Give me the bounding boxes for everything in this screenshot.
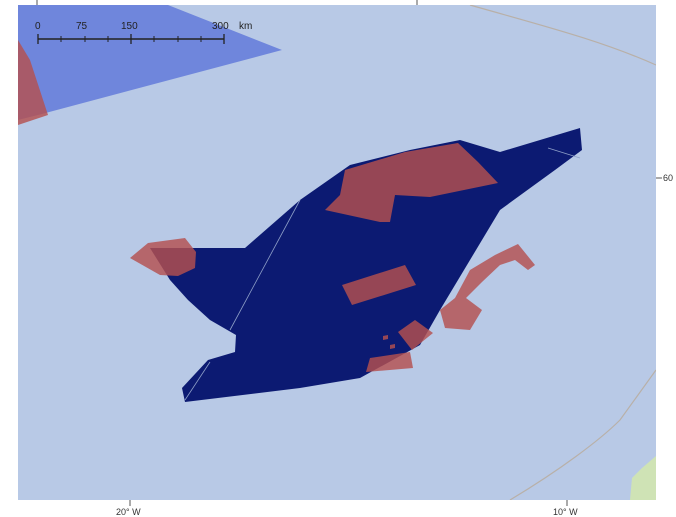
scale-label-75: 75 xyxy=(76,21,88,32)
scale-label-unit: km xyxy=(239,21,252,32)
hotspot-east-arm[interactable] xyxy=(440,244,535,330)
scale-label-0: 0 xyxy=(35,21,41,32)
hotspot-north[interactable] xyxy=(325,143,498,222)
hotspot-small-1[interactable] xyxy=(383,335,388,340)
boundary-line-lower xyxy=(509,369,657,501)
zone-dark-seam-lower xyxy=(184,361,211,401)
frame-bottom xyxy=(0,500,676,517)
x-tick-label-20w: 20° W xyxy=(116,507,141,517)
frame-top xyxy=(0,0,676,5)
frame-left xyxy=(0,0,18,517)
scale-label-150: 150 xyxy=(121,21,138,32)
zone-dark-seam xyxy=(229,199,301,331)
hotspot-south[interactable] xyxy=(366,352,413,372)
hotspot-small-2[interactable] xyxy=(390,344,395,349)
scale-bar: 0 75 150 300 km xyxy=(35,21,252,44)
zone-dark-seam-right xyxy=(547,147,581,159)
boundary-line-upper xyxy=(469,4,657,66)
zone-light-polygon[interactable] xyxy=(18,5,282,120)
y-tick-label-60: 60 xyxy=(663,173,674,183)
hotspot-center[interactable] xyxy=(342,265,416,305)
zone-dark-polygon[interactable] xyxy=(150,128,582,402)
hotspot-southeast[interactable] xyxy=(398,320,433,350)
hotspot-west[interactable] xyxy=(130,238,196,276)
frame-right xyxy=(656,0,676,517)
hotspot-left-edge[interactable] xyxy=(18,40,48,125)
land-area xyxy=(630,456,656,500)
scale-label-300: 300 xyxy=(212,21,229,32)
x-tick-label-10w: 10° W xyxy=(553,507,578,517)
